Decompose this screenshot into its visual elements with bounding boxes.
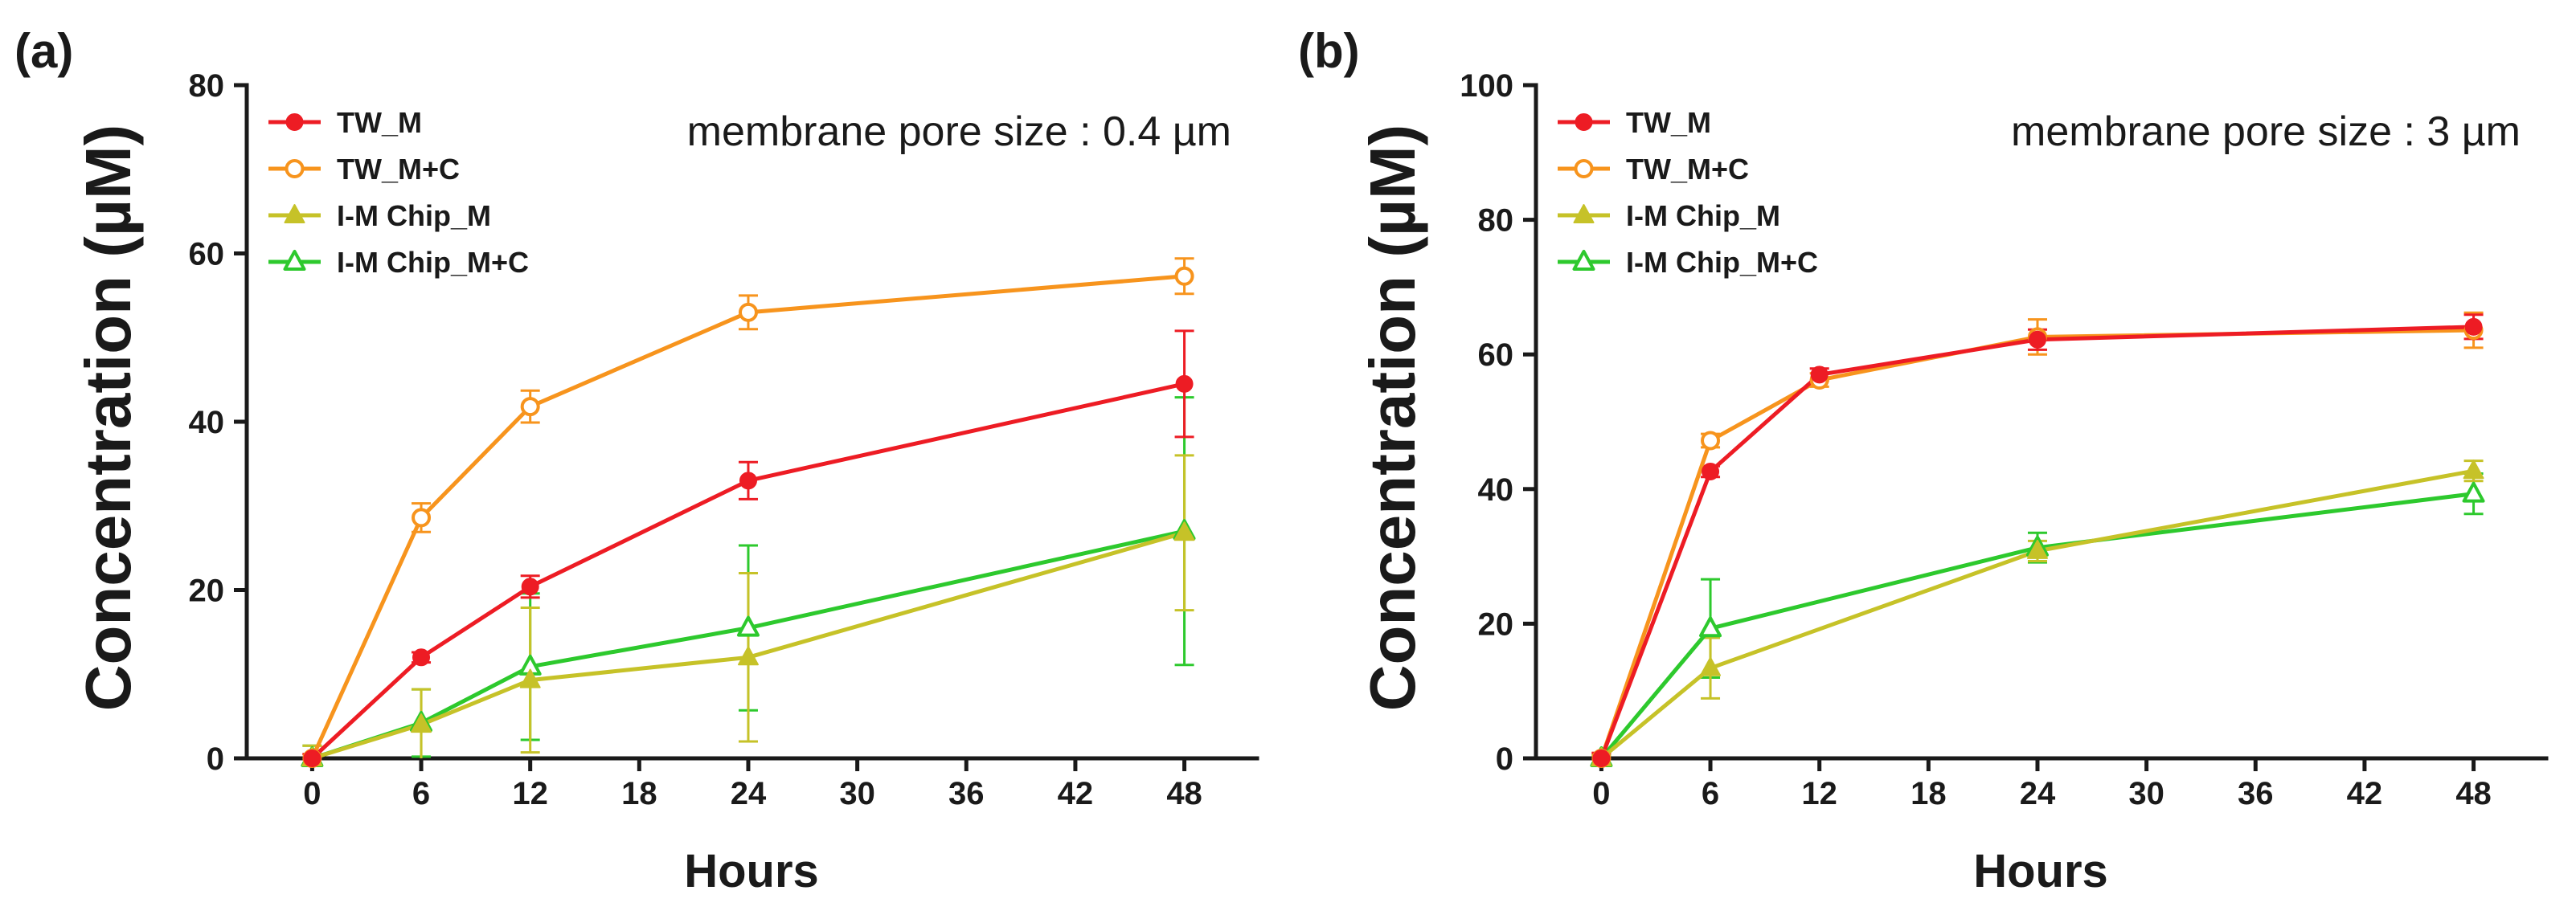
y-tick-label-60: 60	[1478, 337, 1514, 373]
x-tick-label-0: 0	[1592, 776, 1610, 811]
legend-label: TW_M+C	[1626, 153, 1749, 186]
x-tick-label-12: 12	[1801, 776, 1837, 811]
data-point-i-m-chip-m-6	[411, 713, 432, 733]
x-tick-label-18: 18	[1910, 776, 1947, 811]
legend-label: TW_M	[337, 106, 422, 139]
legend-label: I-M Chip_M	[337, 199, 491, 232]
y-axis-title-b: Concentration (µM)	[1357, 125, 1428, 711]
y-tick-label-40: 40	[1478, 472, 1514, 508]
x-tick-label-0: 0	[303, 776, 321, 811]
legend-item-tw-m-c: TW_M+C	[1558, 153, 1749, 186]
legend-label: TW_M+C	[337, 153, 460, 186]
legend-label: I-M Chip_M+C	[1626, 246, 1818, 279]
legend-item-tw-m-c: TW_M+C	[268, 153, 460, 186]
y-tick-label-20: 20	[189, 574, 225, 609]
data-point-tw-m-48	[1175, 374, 1194, 393]
series-line-i-m-chip-m-c	[1599, 492, 2476, 761]
legend-marker	[1574, 159, 1594, 178]
x-tick-label-36: 36	[2238, 776, 2274, 811]
x-tick-label-48: 48	[2455, 776, 2492, 811]
data-point-tw-m-c-6	[412, 508, 432, 528]
data-point-i-m-chip-m-24	[737, 646, 759, 666]
legend-item-i-m-chip-m: I-M Chip_M	[1558, 199, 1780, 232]
x-tick-label-18: 18	[621, 776, 657, 811]
y-axis-title-a: Concentration (µM)	[72, 125, 144, 711]
panel-label-b: (b)	[1298, 24, 1360, 78]
legend-item-tw-m: TW_M	[1558, 106, 1711, 139]
x-tick-label-6: 6	[1702, 776, 1719, 811]
legend-label: I-M Chip_M	[1626, 199, 1780, 232]
plot-area-a: 0 20 40 60 80 0 6 12 18 24 30 36 42 48 TW_M TW_M+C I-M C…	[189, 68, 1259, 811]
annotation-a: membrane pore size : 0.4 µm	[687, 108, 1231, 155]
legend-marker	[285, 113, 304, 131]
data-point-tw-m-c-12	[520, 397, 540, 417]
legend: TW_M TW_M+C I-M Chip_M I-M Chip_M+C	[1558, 106, 1818, 279]
data-point-tw-m-0	[1592, 749, 1611, 767]
data-point-tw-m-c-6	[1701, 431, 1721, 451]
legend: TW_M TW_M+C I-M Chip_M I-M Chip_M+C	[268, 106, 529, 279]
y-tick-label-40: 40	[189, 405, 225, 440]
y-tick-label-20: 20	[1478, 607, 1514, 642]
panel-label-a: (a)	[14, 24, 73, 78]
data-point-i-m-chip-m-12	[519, 668, 541, 688]
x-tick-label-24: 24	[731, 776, 767, 811]
x-axis-title-a: Hours	[684, 845, 819, 897]
data-markers	[1590, 317, 2485, 768]
data-point-i-m-chip-m-c-24	[736, 615, 760, 637]
data-point-tw-m-12	[521, 578, 539, 596]
data-point-i-m-chip-m-48	[2463, 460, 2484, 480]
data-point-tw-m-6	[1702, 463, 1720, 481]
legend-item-i-m-chip-m-c: I-M Chip_M+C	[268, 246, 529, 279]
x-tick-label-6: 6	[412, 776, 430, 811]
data-point-tw-m-6	[412, 648, 431, 667]
legend-label: I-M Chip_M+C	[337, 246, 529, 279]
panel-b: (b) Concentration (µM) Hours membrane po…	[1298, 24, 2549, 897]
x-tick-label-24: 24	[2020, 776, 2056, 811]
data-point-tw-m-c-48	[1174, 266, 1194, 286]
y-tick-label-60: 60	[189, 237, 225, 272]
legend-item-i-m-chip-m-c: I-M Chip_M+C	[1558, 246, 1818, 279]
data-point-i-m-chip-m-6	[1700, 656, 1722, 676]
y-tick-label-100: 100	[1460, 68, 1513, 104]
data-point-tw-m-12	[1810, 366, 1829, 384]
x-tick-label-42: 42	[1058, 776, 1094, 811]
legend-marker	[285, 159, 305, 178]
data-point-tw-m-c-24	[738, 302, 758, 322]
data-markers	[301, 266, 1196, 768]
legend-marker	[1572, 250, 1595, 271]
legend-marker	[284, 204, 305, 223]
legend-item-tw-m: TW_M	[268, 106, 422, 139]
legend-label: TW_M	[1626, 106, 1711, 139]
y-tick-label-0: 0	[1496, 741, 1513, 777]
data-point-tw-m-24	[739, 472, 757, 490]
x-axis-title-b: Hours	[1973, 845, 2108, 897]
annotation-b: membrane pore size : 3 µm	[2011, 108, 2521, 155]
x-tick-label-42: 42	[2347, 776, 2383, 811]
data-point-i-m-chip-m-c-48	[2462, 481, 2485, 503]
legend-item-i-m-chip-m: I-M Chip_M	[268, 199, 491, 232]
x-tick-label-48: 48	[1166, 776, 1202, 811]
x-tick-label-30: 30	[839, 776, 875, 811]
plot-area-b: 0 20 40 60 80 100 0 6 12 18 24 30 36 42 48 TW_M TW_M+C I-…	[1460, 68, 2549, 811]
data-point-tw-m-48	[2464, 317, 2483, 336]
y-tick-label-80: 80	[189, 68, 225, 104]
data-point-i-m-chip-m-24	[2026, 539, 2048, 559]
y-tick-label-0: 0	[207, 741, 224, 777]
legend-marker	[283, 250, 306, 271]
x-tick-label-36: 36	[948, 776, 985, 811]
x-tick-label-12: 12	[512, 776, 548, 811]
data-point-tw-m-0	[303, 749, 321, 767]
panel-a: (a) Concentration (µM) Hours membrane po…	[14, 24, 1259, 897]
series-line-i-m-chip-m	[1599, 468, 2476, 761]
data-point-i-m-chip-m-c-6	[1699, 616, 1722, 638]
y-tick-label-80: 80	[1478, 203, 1514, 239]
data-point-tw-m-24	[2028, 330, 2046, 349]
x-tick-label-30: 30	[2128, 776, 2164, 811]
legend-marker	[1573, 204, 1595, 223]
data-point-i-m-chip-m-48	[1173, 521, 1195, 541]
legend-marker	[1575, 113, 1593, 131]
